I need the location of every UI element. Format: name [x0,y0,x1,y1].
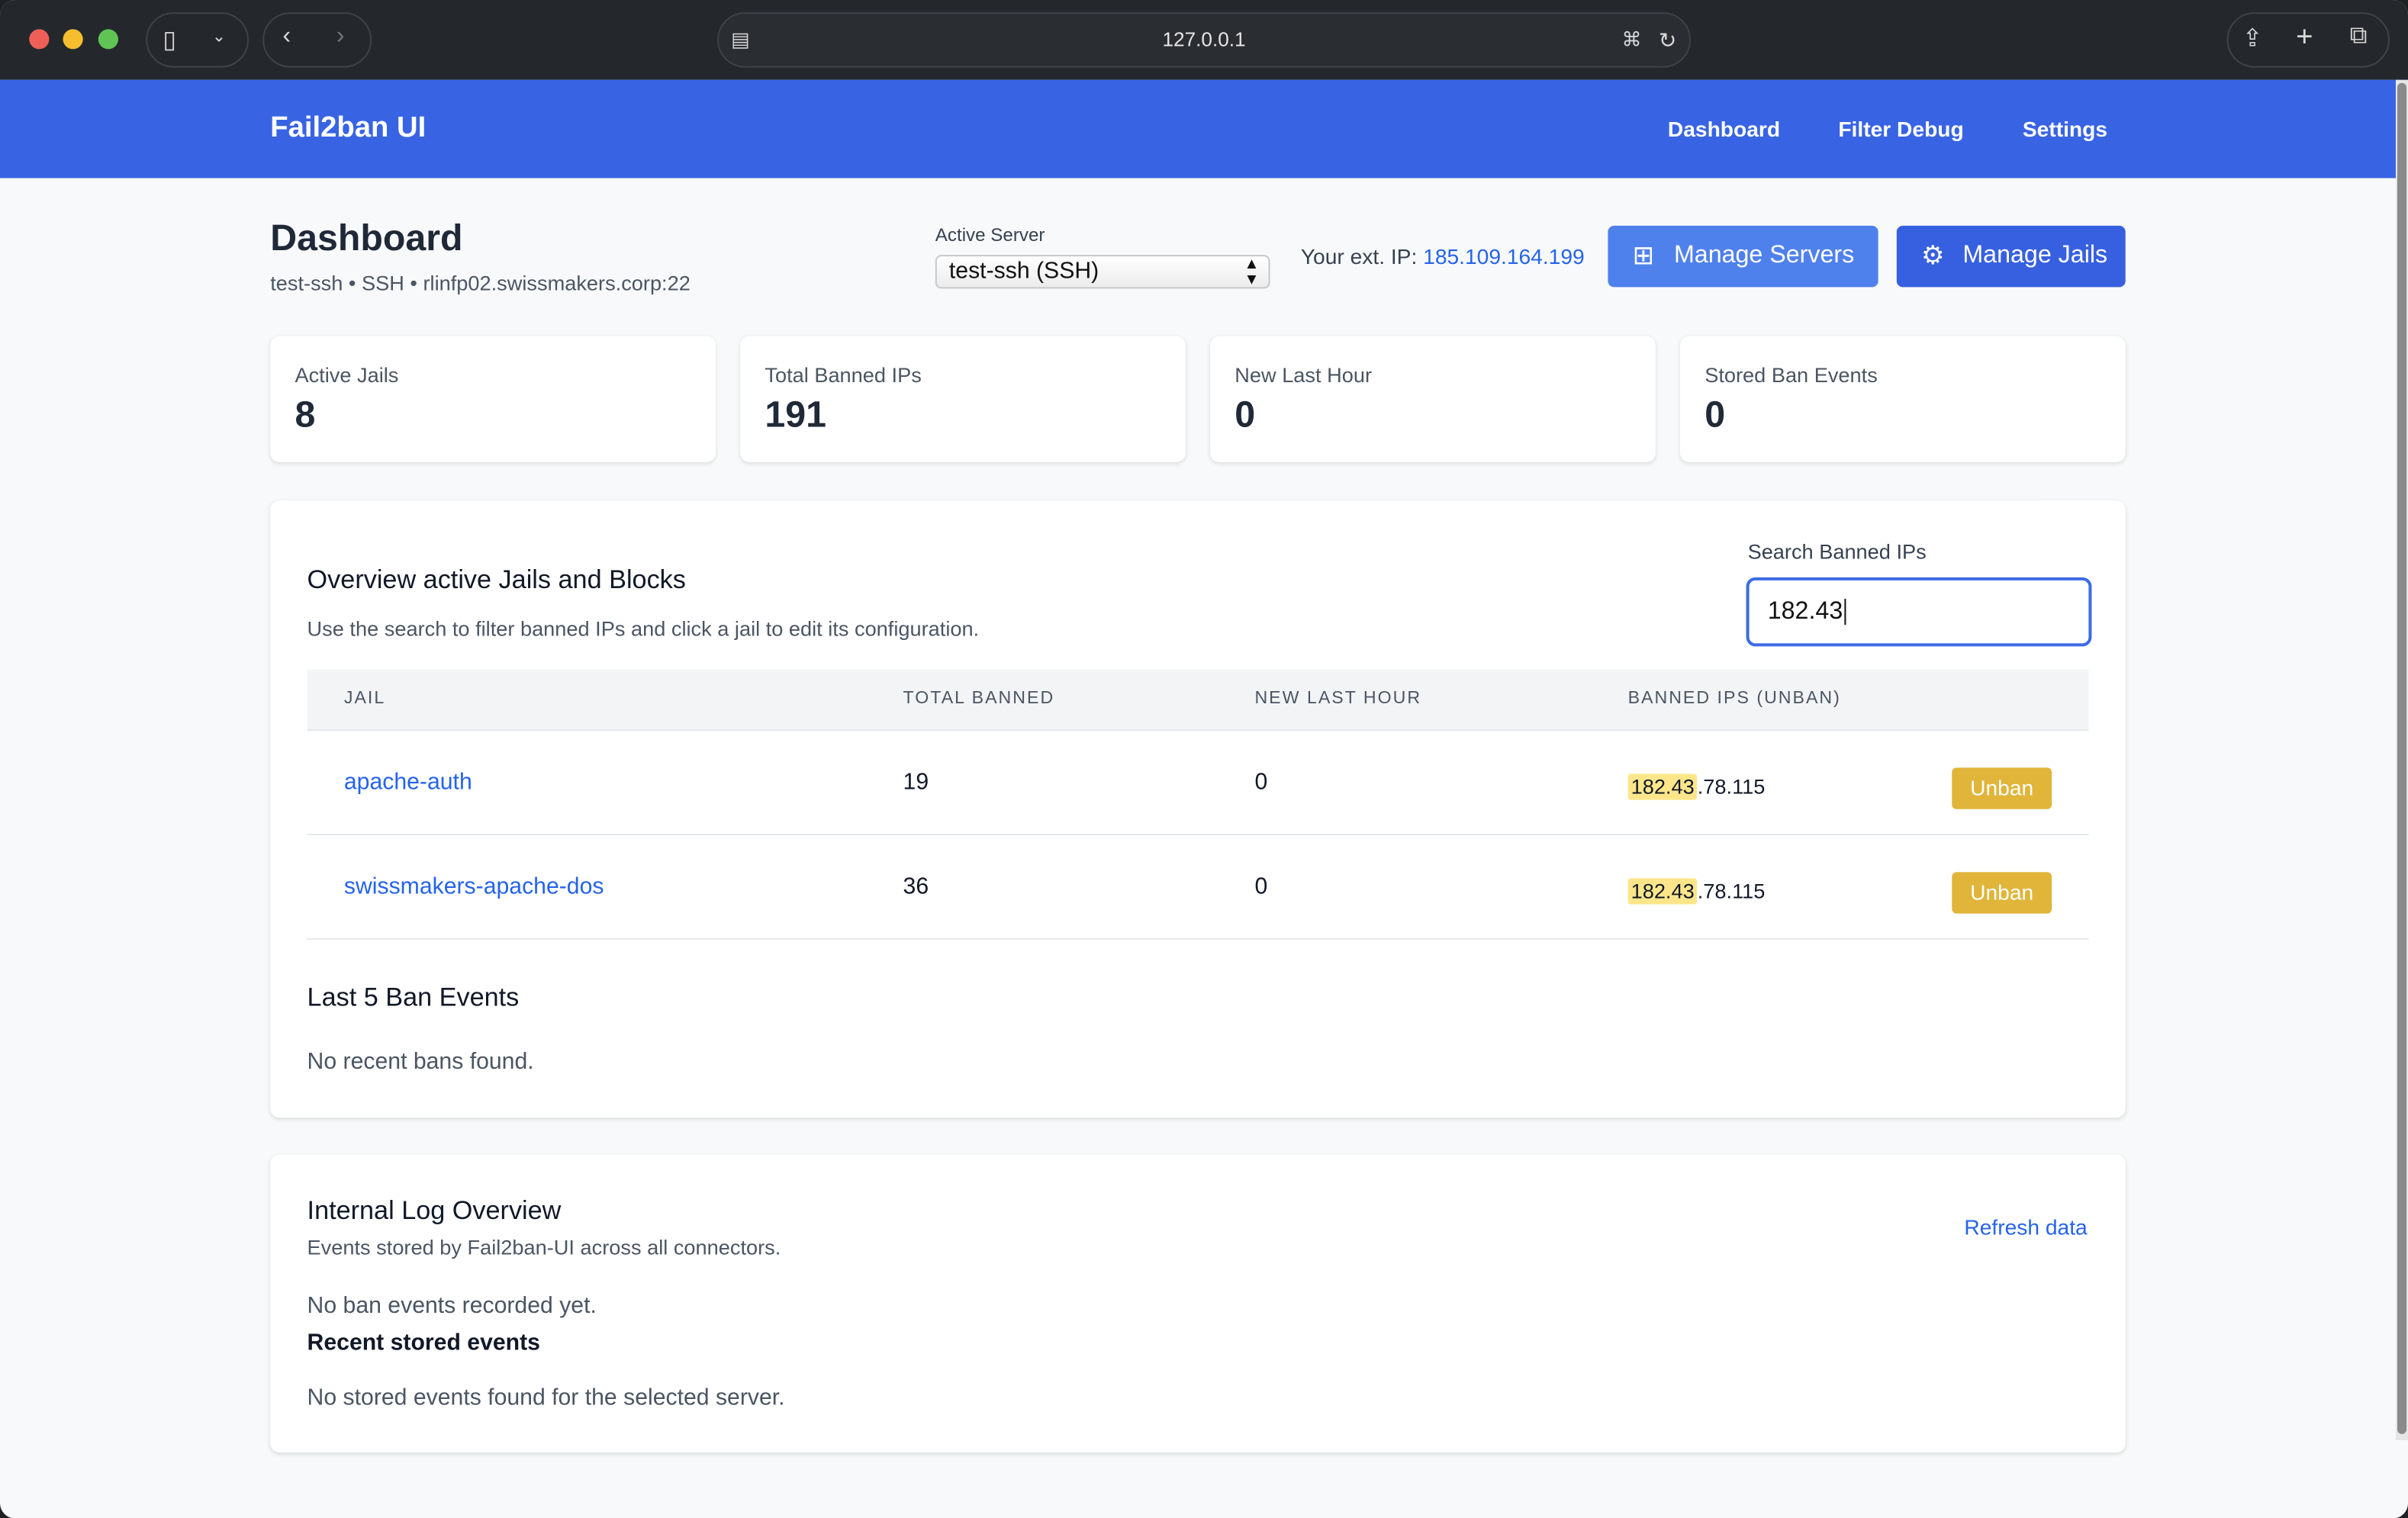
search-banned-ips-input[interactable]: 182.43 [1746,577,2092,647]
stat-value: 0 [1235,394,1256,436]
total-banned: 36 [903,873,929,900]
minimize-window-button[interactable] [63,29,83,50]
recent-stored-title: Recent stored events [307,1330,540,1356]
new-tab-icon[interactable]: + [2296,21,2313,54]
manage-jails-label: Manage Jails [1962,243,2108,269]
recent-stored-empty: No stored events found for the selected … [307,1385,785,1411]
manage-servers-button[interactable]: ⊞ Manage Servers [1608,225,1878,288]
nav-settings[interactable]: Settings [2022,116,2108,142]
refresh-data-link[interactable]: Refresh data [1964,1214,2088,1240]
manage-servers-label: Manage Servers [1673,243,1855,269]
chevron-down-icon: ⌄ [211,27,227,47]
table-row: apache-auth 19 0 182.43.78.115 Unban [307,731,2089,835]
share-icon[interactable]: ⇪ [2242,26,2263,53]
nav-dashboard[interactable]: Dashboard [1667,116,1781,142]
tabs-overview-icon[interactable]: ⧉ [2349,23,2368,50]
network-icon: ⊞ [1632,241,1655,271]
close-window-button[interactable] [29,29,50,50]
new-last-hour: 0 [1254,769,1268,796]
overview-description: Use the search to filter banned IPs and … [307,617,980,641]
sidebar-toggle-button[interactable]: ▯ ⌄ [146,12,249,68]
stat-label: Stored Ban Events [1705,364,1878,388]
page-title: Dashboard [270,217,463,260]
stat-value: 0 [1705,394,1726,436]
ip-match-highlight: 182.43 [1627,878,1698,905]
column-banned-ips: BANNED IPS (UNBAN) [1627,689,1841,708]
stat-label: Total Banned IPs [765,364,922,388]
overview-title: Overview active Jails and Blocks [307,564,686,594]
sidebar-icon: ▯ [163,27,177,54]
window-actions: ⇪ + ⧉ [2226,12,2390,68]
reload-icon[interactable]: ↻ [1658,27,1677,53]
ip-rest: .78.115 [1697,880,1766,903]
last-events-empty: No recent bans found. [307,1048,534,1075]
scrollbar[interactable] [2395,79,2408,1441]
column-total-banned: TOTAL BANNED [903,689,1055,708]
stat-new-last-hour: New Last Hour 0 [1210,336,1656,462]
log-title: Internal Log Overview [307,1195,562,1226]
stat-total-banned: Total Banned IPs 191 [740,336,1186,462]
ext-ip-value: 185.109.164.199 [1423,244,1585,269]
log-description: Events stored by Fail2ban-UI across all … [307,1236,781,1259]
select-arrows-icon: ▲ ▼ [1244,256,1260,289]
unban-button[interactable]: Unban [1952,872,2052,914]
url-text: 127.0.0.1 [1162,27,1246,51]
active-server-label: Active Server [935,224,1045,246]
jail-link[interactable]: apache-auth [343,769,472,796]
gear-icon: ⚙ [1921,241,1945,271]
unban-button[interactable]: Unban [1952,767,2052,809]
manage-jails-button[interactable]: ⚙ Manage Jails [1896,225,2126,288]
table-row: swissmakers-apache-dos 36 0 182.43.78.11… [307,835,2089,940]
log-card [270,1154,2126,1453]
total-banned: 19 [903,769,929,796]
ext-ip-label: Your ext. IP: [1300,244,1418,269]
jail-link[interactable]: swissmakers-apache-dos [343,873,604,900]
new-last-hour: 0 [1254,873,1268,900]
last-events-title: Last 5 Ban Events [307,983,520,1012]
history-nav: ‹ › [262,12,372,68]
address-bar[interactable]: ▤ 127.0.0.1 ⌘ ↻ [716,12,1692,68]
banned-ip: 182.43.78.115 [1627,773,1766,800]
translate-icon[interactable]: ⌘ [1621,27,1642,51]
table-header: JAIL TOTAL BANNED NEW LAST HOUR BANNED I… [307,669,2089,732]
ip-rest: .78.115 [1697,775,1766,799]
active-server-select[interactable]: test-ssh (SSH) ▲ ▼ [935,255,1270,289]
search-value: 182.43 [1767,598,1843,626]
maximize-window-button[interactable] [98,29,118,50]
stat-value: 191 [765,394,826,436]
browser-toolbar: ▯ ⌄ ‹ › ▤ 127.0.0.1 ⌘ ↻ ⇪ + ⧉ [0,0,2408,80]
brand-logo[interactable]: Fail2ban UI [270,111,427,145]
forward-icon[interactable]: › [336,23,345,50]
no-ban-events: No ban events recorded yet. [307,1292,597,1319]
nav-filter-debug[interactable]: Filter Debug [1838,116,1964,142]
back-icon[interactable]: ‹ [282,23,291,50]
stat-label: Active Jails [295,364,399,388]
top-navbar: Fail2ban UI Dashboard Filter Debug Setti… [0,79,2408,178]
page-menu-icon[interactable]: ▤ [731,27,750,51]
ip-match-highlight: 182.43 [1627,773,1698,800]
banned-ip: 182.43.78.115 [1627,878,1766,905]
selected-server: test-ssh (SSH) [948,258,1099,285]
column-new-last-hour: NEW LAST HOUR [1254,689,1422,708]
stat-stored-events: Stored Ban Events 0 [1680,336,2126,462]
column-jail: JAIL [343,689,386,708]
server-subtitle: test-ssh • SSH • rlinfp02.swissmakers.co… [270,272,691,295]
stat-value: 8 [295,394,316,436]
search-label: Search Banned IPs [1747,540,1927,564]
stat-label: New Last Hour [1235,364,1373,388]
external-ip: Your ext. IP: 185.109.164.199 [1301,244,1585,269]
stat-active-jails: Active Jails 8 [270,336,716,462]
